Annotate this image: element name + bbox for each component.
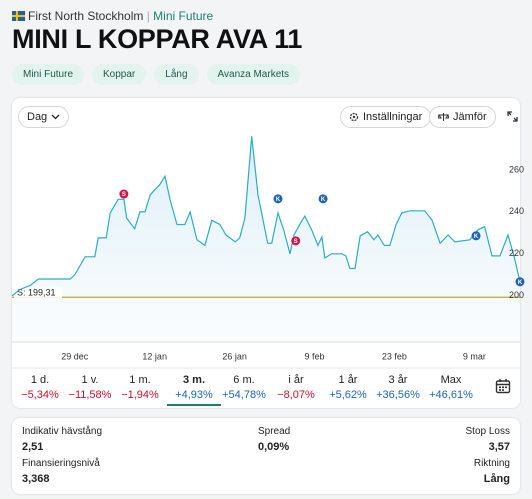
x-tick-label: 23 feb xyxy=(382,351,407,361)
x-tick-label: 12 jan xyxy=(142,351,167,361)
stat-label: Riktning xyxy=(473,458,510,469)
trade-marker xyxy=(273,194,283,204)
trade-marker-label: K xyxy=(276,197,281,203)
settings-button[interactable]: Inställningar xyxy=(340,106,432,128)
y-tick-label: 200 xyxy=(509,290,524,300)
period-tab[interactable]: 3 år +36,56% xyxy=(372,374,424,401)
trade-marker-label: S xyxy=(294,239,298,245)
trade-marker xyxy=(291,236,301,246)
trade-marker xyxy=(515,277,525,287)
instrument-title: MINI L KOPPAR AVA 11 xyxy=(12,24,303,54)
period-label: 1 år xyxy=(338,374,358,386)
period-tab[interactable]: 6 m. +54,78% xyxy=(218,374,270,401)
compare-label: Jämför xyxy=(453,111,487,123)
y-tick-label: 260 xyxy=(509,164,524,174)
period-tab[interactable]: 1 år +5,62% xyxy=(322,374,374,401)
tag[interactable]: Avanza Markets xyxy=(206,64,301,85)
stat: Indikativ hävstång 2,51 xyxy=(22,426,102,453)
period-tab[interactable]: 1 m. −1,94% xyxy=(114,374,166,401)
period-tab[interactable]: Max +46,61% xyxy=(425,374,477,401)
period-change: −5,34% xyxy=(21,389,59,401)
period-change: +4,93% xyxy=(175,389,213,401)
period-tab[interactable]: i år −8,07% xyxy=(270,374,322,401)
stat-value: 0,09% xyxy=(258,441,290,453)
period-change: +36,56% xyxy=(376,389,420,401)
stat-value: 2,51 xyxy=(22,441,44,453)
stats-card xyxy=(12,418,520,494)
active-underline xyxy=(167,404,221,406)
x-tick-label: 26 jan xyxy=(222,351,247,361)
period-label: Max xyxy=(440,374,462,386)
period-label: 1 d. xyxy=(30,374,50,386)
period-label: i år xyxy=(288,374,304,386)
trade-marker-label: K xyxy=(518,280,523,286)
stat-label: Finansieringsnivå xyxy=(22,458,100,469)
stat-label: Stop Loss xyxy=(465,426,510,437)
period-tab[interactable]: 1 v. −11,58% xyxy=(64,374,116,401)
reference-label: S: 199,31 xyxy=(17,288,56,298)
price-line xyxy=(11,136,521,297)
tag[interactable]: Lång xyxy=(154,64,199,85)
stat: Finansieringsnivå 3,368 xyxy=(22,458,100,485)
period-change: +46,61% xyxy=(429,389,473,401)
stat-label: Spread xyxy=(258,426,291,437)
tag[interactable]: Mini Future xyxy=(12,64,85,85)
period-change: −1,94% xyxy=(121,389,159,401)
period-label: 6 m. xyxy=(233,374,255,386)
trade-marker-label: K xyxy=(474,234,479,240)
chevron xyxy=(51,114,60,120)
interval-button[interactable]: Dag xyxy=(18,106,70,128)
calendar-icon[interactable] xyxy=(495,378,511,394)
period-change: −11,58% xyxy=(68,389,112,401)
period-label: 3 m. xyxy=(182,374,205,386)
period-label: 3 år xyxy=(388,374,408,386)
y-tick-label: 220 xyxy=(509,248,524,258)
period-change: +54,78% xyxy=(222,389,266,401)
scale-icon xyxy=(438,113,449,121)
stat: Riktning Lång xyxy=(474,458,510,485)
trade-marker xyxy=(471,231,481,241)
y-tick-label: 240 xyxy=(509,206,524,216)
period-label: 1 v. xyxy=(81,374,99,386)
period-change: −8,07% xyxy=(277,389,315,401)
settings-label: Inställningar xyxy=(363,111,423,123)
trade-marker-label: S xyxy=(122,192,126,198)
breadcrumb: First North Stockholm | Mini Future xyxy=(28,9,214,23)
interval-label: Dag xyxy=(27,111,48,123)
gear-icon xyxy=(349,112,359,122)
compare-button[interactable]: Jämför xyxy=(429,106,496,128)
stat: Spread 0,09% xyxy=(258,426,290,453)
x-tick-label: 29 dec xyxy=(61,351,89,361)
category-link[interactable]: Mini Future xyxy=(153,9,214,23)
period-tab[interactable]: 3 m. +4,93% xyxy=(168,374,220,401)
reference-label-bg xyxy=(14,287,62,299)
tag-list: Mini Future Koppar Lång Avanza Markets xyxy=(12,64,301,85)
period-label: 1 m. xyxy=(129,374,151,386)
stat-label: Indikativ hävstång xyxy=(22,426,103,437)
stat: Stop Loss 3,57 xyxy=(466,426,510,453)
flag-icon xyxy=(12,11,25,21)
area-fill xyxy=(12,136,520,342)
stat-value: 3,57 xyxy=(488,441,510,453)
trade-marker-label: K xyxy=(321,197,326,203)
stat-value: Lång xyxy=(483,473,510,485)
trade-marker xyxy=(318,194,328,204)
x-tick-label: 9 feb xyxy=(305,351,325,361)
period-tab[interactable]: 1 d. −5,34% xyxy=(14,374,66,401)
expand-icon[interactable] xyxy=(507,111,518,122)
exchange: First North Stockholm xyxy=(28,9,144,23)
stat-value: 3,368 xyxy=(22,473,50,485)
trade-marker xyxy=(119,189,129,199)
x-tick-label: 9 mar xyxy=(463,351,486,361)
tag[interactable]: Koppar xyxy=(92,64,147,85)
period-change: +5,62% xyxy=(329,389,367,401)
